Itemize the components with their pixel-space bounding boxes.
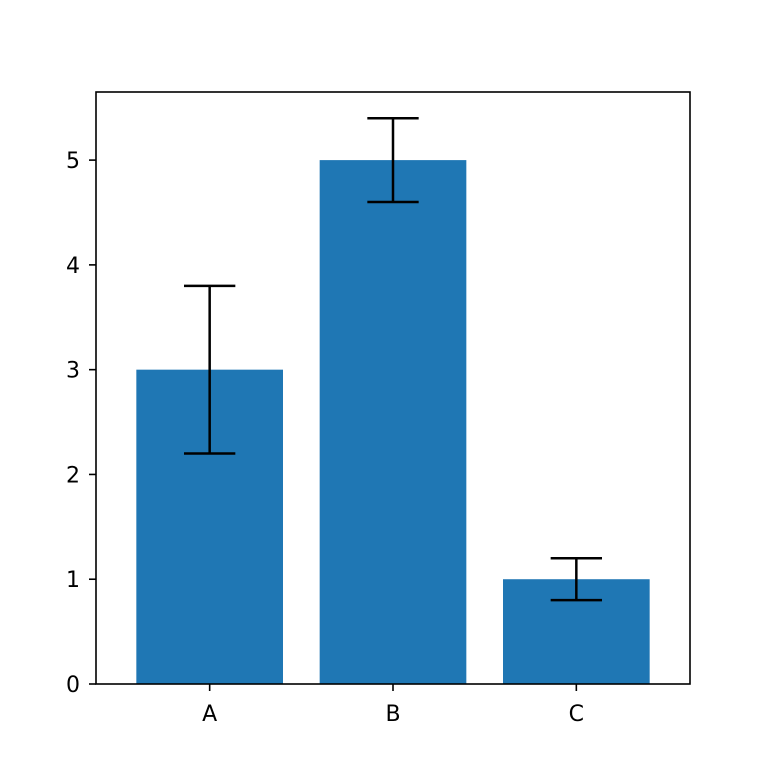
y-tick-label-3: 3 [66, 359, 80, 384]
bar-B [319, 160, 467, 684]
x-tick-label-B: B [385, 702, 400, 727]
tick-labels-layer: A B C 0 1 2 3 4 5 [66, 149, 584, 727]
y-tick-label-5: 5 [66, 149, 80, 174]
x-tick-label-A: A [202, 702, 217, 727]
y-tick-label-2: 2 [66, 463, 80, 488]
bars-layer [136, 160, 650, 684]
axes-layer [89, 91, 691, 691]
plot-frame [95, 91, 691, 685]
y-tick-label-1: 1 [66, 568, 80, 593]
y-tick-label-4: 4 [66, 254, 80, 279]
error-bars-layer [184, 116, 602, 602]
y-tick-label-0: 0 [66, 673, 80, 698]
x-tick-label-C: C [569, 702, 584, 727]
